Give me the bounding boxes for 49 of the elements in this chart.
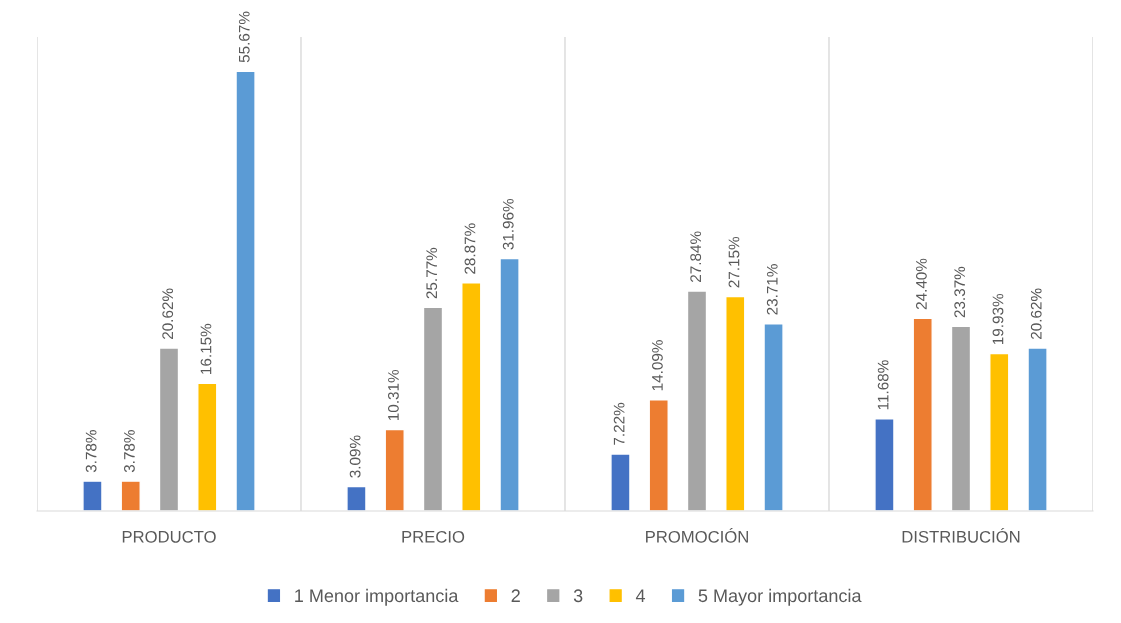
- data-label: 11.68%: [877, 360, 889, 410]
- bar: [120, 480, 141, 511]
- bar: [874, 418, 895, 511]
- bar: [235, 70, 256, 511]
- data-label: 28.87%: [464, 223, 476, 274]
- bar: [82, 480, 103, 511]
- bar: [461, 282, 482, 511]
- data-label: 27.15%: [728, 236, 740, 288]
- data-label: 7.22%: [613, 402, 625, 445]
- legend-label: 3: [573, 589, 583, 603]
- x-tick-label: DISTRIBUCIÓN: [902, 528, 1020, 543]
- data-label: 20.62%: [162, 288, 174, 339]
- data-label: 10.31%: [388, 369, 399, 421]
- x-tick-label: PRODUCTO: [122, 530, 216, 543]
- bar: [989, 352, 1010, 511]
- bar: [686, 290, 708, 511]
- data-label: 27.84%: [690, 231, 702, 282]
- bar: [763, 322, 784, 511]
- bar: [499, 257, 520, 511]
- bar: [912, 317, 933, 511]
- bar: [610, 453, 631, 511]
- data-label: 19.93%: [992, 293, 1004, 345]
- bar: [158, 347, 180, 511]
- data-label: 20.62%: [1030, 288, 1042, 339]
- bar: [950, 325, 972, 511]
- data-label: 3.78%: [85, 430, 97, 473]
- data-label: 24.40%: [916, 258, 927, 310]
- legend-label: 5 Mayor importancia: [698, 588, 862, 606]
- legend-label: 1 Menor importancia: [295, 588, 459, 606]
- legend-label: 2: [511, 589, 520, 602]
- bar: [384, 428, 405, 511]
- data-label: 23.71%: [766, 264, 778, 315]
- bar: [725, 295, 746, 511]
- bar: [1027, 347, 1048, 511]
- data-label: 3.78%: [124, 430, 135, 473]
- data-label: 25.77%: [426, 247, 438, 299]
- bar: [346, 485, 367, 511]
- bar: [197, 382, 218, 511]
- data-label: 14.09%: [652, 340, 663, 391]
- data-label: 16.15%: [200, 323, 212, 374]
- bar: [648, 398, 669, 511]
- data-label: 31.96%: [502, 198, 514, 250]
- data-label: 55.67%: [238, 11, 250, 63]
- data-label: 23.37%: [954, 266, 966, 318]
- x-tick-label: PRECIO: [402, 530, 465, 543]
- legend-label: 4: [635, 589, 646, 602]
- x-tick-label: PROMOCIÓN: [646, 528, 748, 543]
- data-label: 3.09%: [349, 435, 361, 478]
- bar: [422, 306, 444, 511]
